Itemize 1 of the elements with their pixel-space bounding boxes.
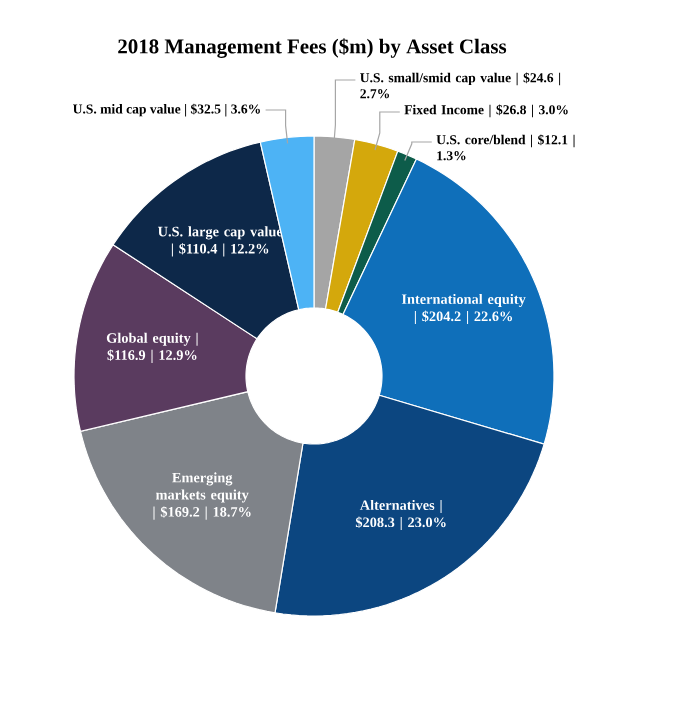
chart-title: 2018 Management Fees ($m) by Asset Class	[118, 38, 507, 58]
